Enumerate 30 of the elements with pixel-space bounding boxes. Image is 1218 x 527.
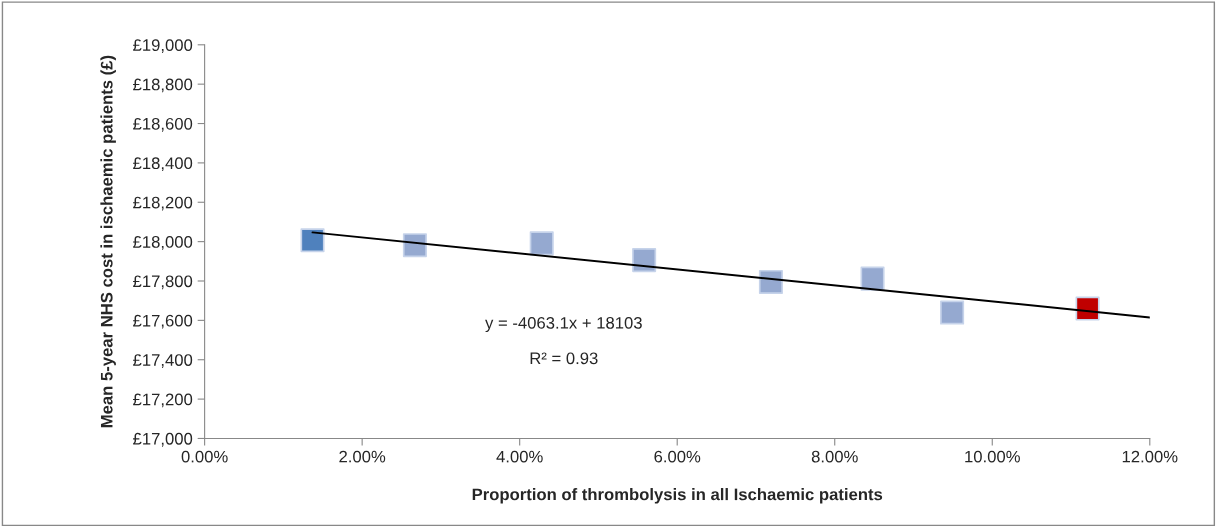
y-tick-label: £18,400 <box>133 157 193 172</box>
point <box>300 228 325 253</box>
annotation: y = -4063.1x + 18103 <box>485 316 642 333</box>
y-tick-label: £17,200 <box>133 393 193 408</box>
point <box>1075 296 1100 321</box>
x-tick-label: 6.00% <box>654 450 701 463</box>
point <box>860 266 885 291</box>
y-tick-label: £18,200 <box>133 196 193 211</box>
x-tick-label: 2.00% <box>339 450 386 463</box>
x-tick-label: 4.00% <box>496 450 543 463</box>
y-tick-label: £17,000 <box>133 432 193 447</box>
point <box>758 269 783 295</box>
annotation: R² = 0.93 <box>530 352 598 365</box>
point <box>940 300 965 325</box>
x-tick-label: 8.00% <box>811 450 858 463</box>
x-tick-label: 0.00% <box>181 450 228 463</box>
y-axis-title: Mean 5-year NHS cost in ischaemic patients (£) <box>100 55 116 428</box>
point <box>402 233 427 258</box>
x-tick-label: 12.00% <box>1122 450 1178 463</box>
y-tick-label: £18,800 <box>133 78 193 93</box>
point <box>632 248 657 273</box>
point <box>529 231 554 256</box>
y-tick-label: £18,600 <box>133 117 193 132</box>
y-tick-label: £19,000 <box>133 39 193 53</box>
x-tick-label: 10.00% <box>965 450 1020 463</box>
y-tick-label: £17,600 <box>133 314 193 329</box>
y-tick-label: £18,000 <box>133 236 193 250</box>
y-tick-label: £17,400 <box>133 354 193 368</box>
y-tick-label: £17,800 <box>133 275 193 290</box>
x-axis-title: Proportion of thrombolysis in all Ischaemic patients <box>472 488 883 504</box>
